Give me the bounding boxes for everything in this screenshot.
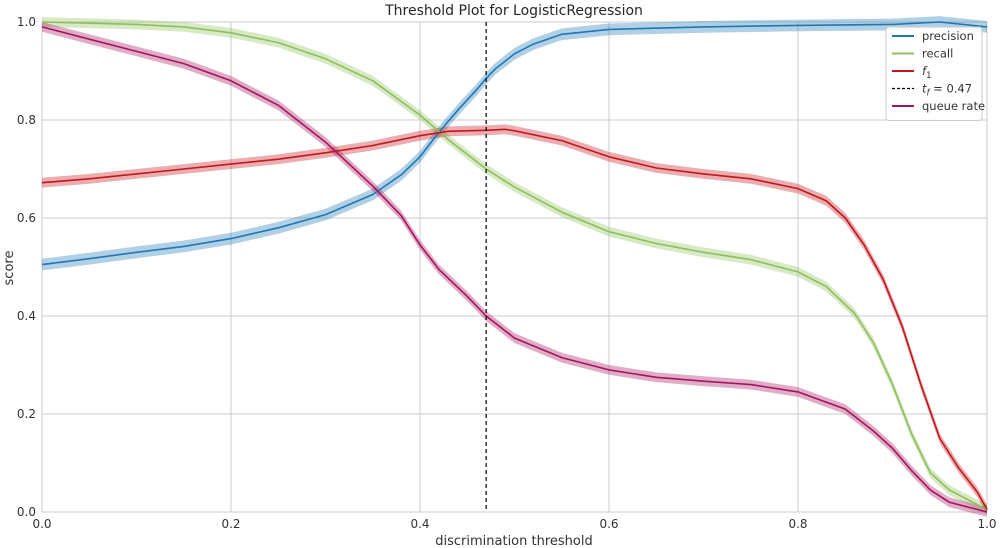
y-tick-label: 1.0: [17, 15, 36, 29]
chart-title: Threshold Plot for LogisticRegression: [384, 3, 643, 19]
y-tick-label: 0.6: [17, 211, 36, 225]
y-tick-label: 0.2: [17, 407, 36, 421]
x-axis-label: discrimination threshold: [435, 534, 592, 548]
legend-label-recall: recall: [922, 47, 953, 61]
y-tick-label: 0.4: [17, 309, 36, 323]
legend-label-precision: precision: [922, 29, 974, 43]
y-axis-label: score: [2, 251, 17, 286]
x-tick-label: 0.8: [788, 517, 807, 531]
y-tick-label: 0.0: [17, 505, 36, 519]
series-lines: [41, 21, 988, 513]
x-tick-label: 0.6: [599, 517, 618, 531]
tick-labels: 0.0 0.2 0.4 0.6 0.8 1.0 0.0 0.2 0.4 0.6 0.8 1.0: [17, 15, 997, 531]
x-tick-label: 0.2: [221, 517, 240, 531]
queue-rate-line: [41, 26, 988, 513]
x-tick-label: 1.0: [977, 517, 996, 531]
x-tick-label: 0.4: [410, 517, 429, 531]
f1-line: [41, 128, 988, 510]
legend-label-threshold: tf = 0.47: [922, 82, 972, 99]
y-tick-label: 0.8: [17, 113, 36, 127]
x-tick-label: 0.0: [32, 517, 51, 531]
legend-box: [885, 26, 983, 121]
precision-line: [41, 21, 988, 266]
recall-line: [41, 21, 988, 511]
grid: [41, 21, 988, 513]
legend-label-f1: f1: [922, 64, 931, 81]
legend-label-queue-rate: queue rate: [922, 99, 985, 113]
plot-area: [42, 22, 987, 512]
